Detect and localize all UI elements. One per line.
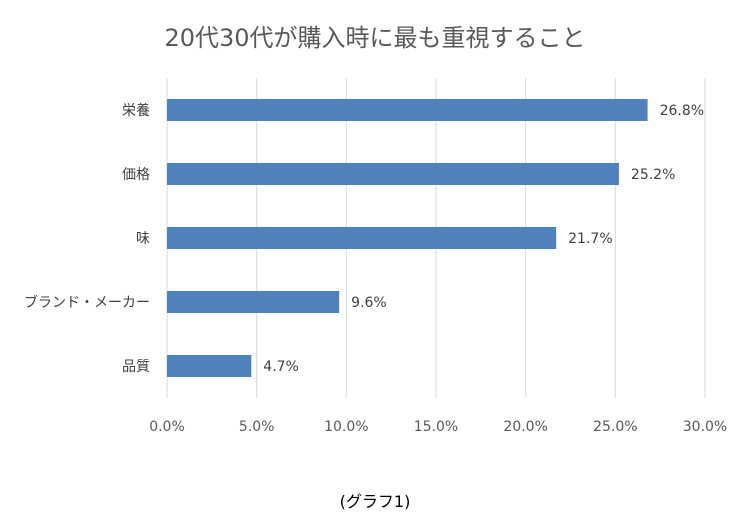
data-label: 25.2%: [631, 167, 675, 183]
bar: [167, 99, 648, 121]
category-label: ブランド・メーカー: [24, 294, 150, 311]
x-tick-label: 20.0%: [503, 419, 547, 435]
category-label: 品質: [122, 359, 150, 375]
data-label: 21.7%: [568, 231, 612, 247]
x-tick-label: 15.0%: [414, 419, 458, 435]
x-tick-label: 25.0%: [593, 419, 637, 435]
data-label: 26.8%: [660, 103, 704, 119]
bar: [167, 291, 340, 313]
x-axis-ticks: 0.0% 5.0% 10.0% 15.0% 20.0% 25.0% 30.0%: [149, 419, 727, 435]
x-tick-label: 10.0%: [324, 419, 368, 435]
data-label: 9.6%: [351, 295, 387, 311]
data-labels: 26.8% 25.2% 21.7% 9.6% 4.7%: [263, 103, 704, 375]
data-label: 4.7%: [263, 359, 299, 375]
x-tick-label: 5.0%: [239, 419, 275, 435]
bars: [167, 99, 648, 377]
category-label: 価格: [122, 167, 150, 183]
chart-caption: (グラフ1): [340, 492, 411, 511]
x-tick-label: 0.0%: [149, 419, 185, 435]
bar: [167, 163, 619, 185]
bar: [167, 227, 557, 249]
category-label: 味: [136, 231, 150, 247]
category-label: 栄養: [122, 102, 150, 119]
bar: [167, 355, 252, 377]
chart-title: 20代30代が購入時に最も重視すること: [164, 24, 585, 52]
x-tick-label: 30.0%: [683, 419, 727, 435]
